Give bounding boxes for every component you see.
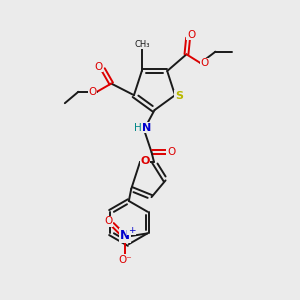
Text: O⁻: O⁻ (118, 255, 132, 265)
Text: +: + (128, 226, 135, 235)
Text: H: H (134, 123, 141, 133)
Text: O: O (200, 58, 209, 68)
Text: N: N (120, 229, 130, 242)
Text: S: S (175, 91, 183, 101)
Text: O: O (105, 216, 113, 226)
Text: O: O (167, 147, 175, 157)
Text: O: O (140, 156, 150, 166)
Text: O: O (88, 87, 97, 98)
Text: O: O (187, 30, 195, 40)
Text: O: O (95, 62, 103, 72)
Text: N: N (142, 123, 152, 133)
Text: CH₃: CH₃ (134, 40, 150, 49)
